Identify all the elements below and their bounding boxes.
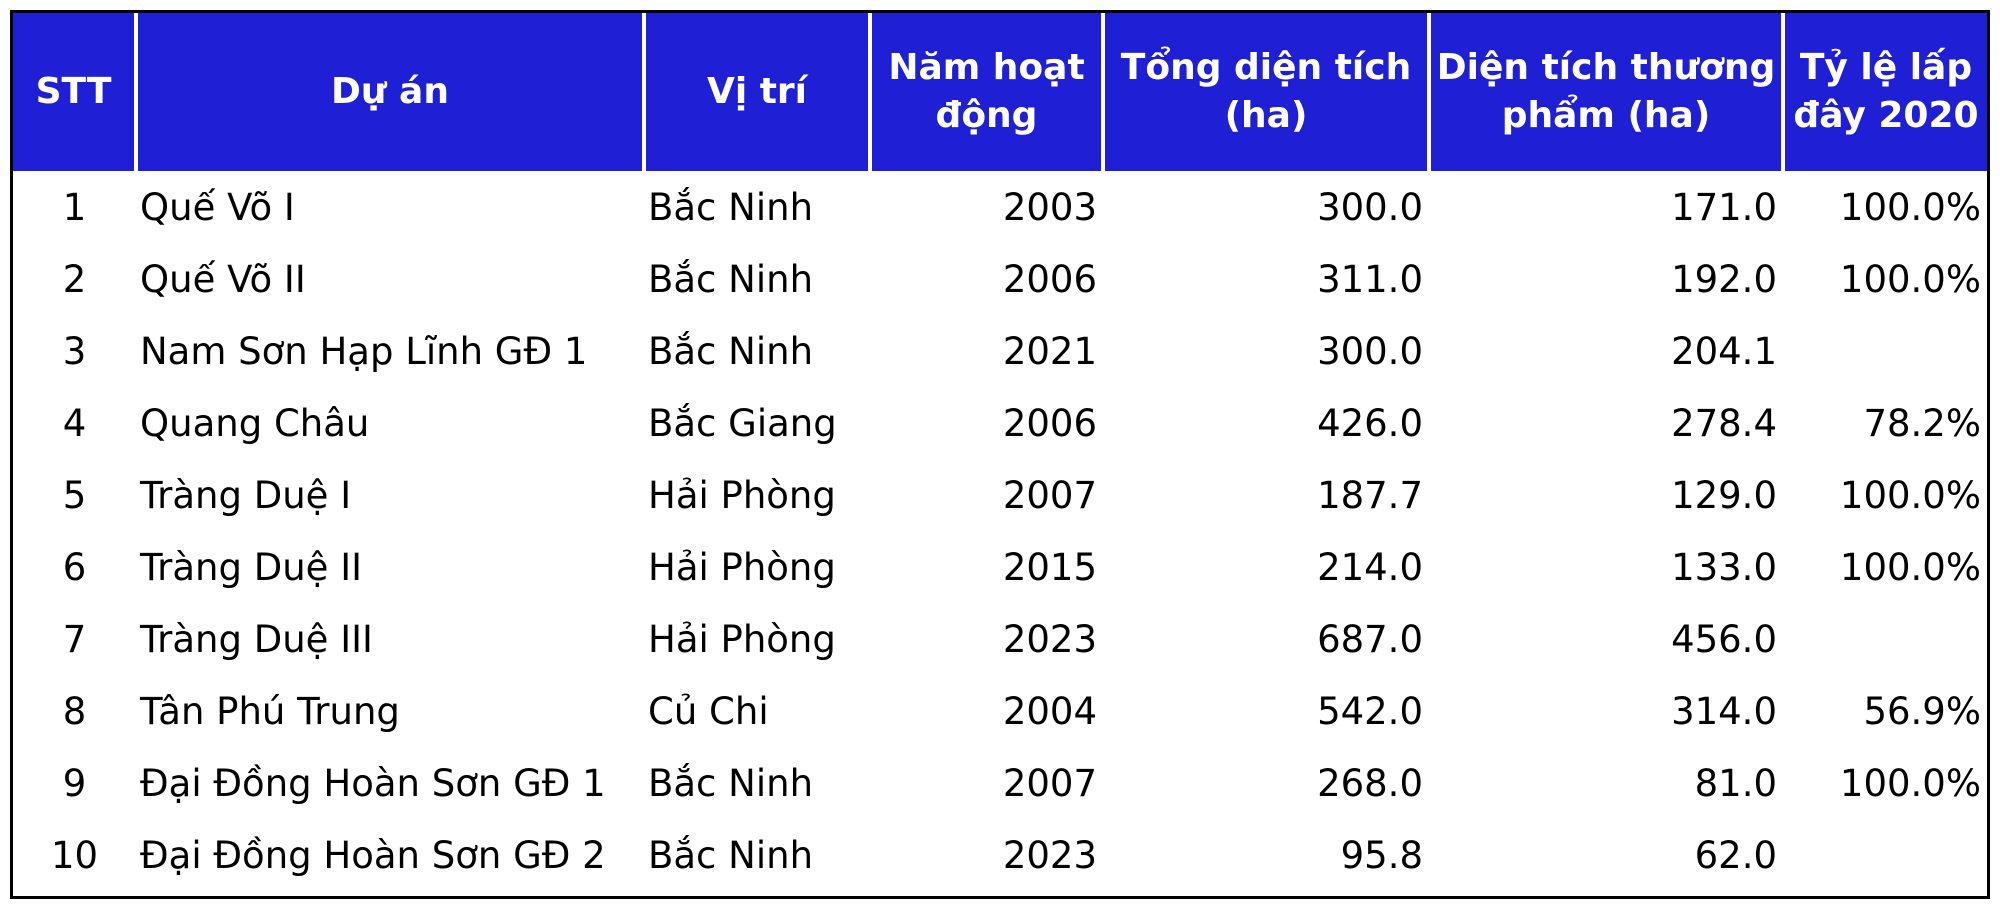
table-row: 1 Quế Võ I Bắc Ninh 2003 300.0 171.0 100.0%: [13, 171, 1987, 243]
table-cell: 542.0: [1317, 689, 1423, 733]
table-cell: 81.0: [1694, 761, 1777, 805]
table-cell: 2006: [1002, 257, 1097, 301]
table-row: 6 Tràng Duệ II Hải Phòng 2015 214.0 133.0 100.…: [13, 531, 1987, 603]
table-cell: 214.0: [1317, 545, 1423, 589]
table-cell: 129.0: [1671, 473, 1777, 517]
table-cell: 133.0: [1671, 545, 1777, 589]
table-cell: Quế Võ II: [140, 257, 306, 301]
table-cell: 171.0: [1671, 185, 1777, 229]
table-cell: 2021: [1002, 329, 1097, 373]
table-row: 10 Đại Đồng Hoàn Sơn GĐ 2 Bắc Ninh 2023 95.8…: [13, 819, 1987, 891]
table-cell: 278.4: [1671, 401, 1777, 445]
table-cell: 456.0: [1671, 617, 1777, 661]
table-row: 5 Tràng Duệ I Hải Phòng 2007 187.7 129.0 100.0…: [13, 459, 1987, 531]
table-cell: Quang Châu: [140, 401, 370, 445]
table-cell: 268.0: [1317, 761, 1423, 805]
table-cell: [1783, 603, 1987, 675]
table-cell: 2007: [1002, 473, 1097, 517]
table-row: 9 Đại Đồng Hoàn Sơn GĐ 1 Bắc Ninh 2007 268.0…: [13, 747, 1987, 819]
table-cell: Hải Phòng: [648, 473, 836, 517]
table-cell: Bắc Giang: [648, 401, 837, 445]
header-cell: Năm hoạt động: [868, 13, 1103, 171]
table-cell: Đại Đồng Hoàn Sơn GĐ 2: [140, 833, 606, 877]
table-cell: [1783, 819, 1987, 891]
table-cell: 3: [62, 329, 87, 373]
header-cell: STT: [13, 13, 136, 171]
table-cell: 9: [62, 761, 87, 805]
table-cell: 100.0%: [1839, 761, 1981, 805]
table-cell: 2006: [1002, 401, 1097, 445]
table-cell: 300.0: [1317, 185, 1423, 229]
table-cell: 78.2%: [1863, 401, 1981, 445]
table-cell: 95.8: [1340, 833, 1423, 877]
table-cell: [1783, 315, 1987, 387]
header-cell: Vị trí: [642, 13, 870, 171]
table-cell: Hải Phòng: [648, 545, 836, 589]
table-cell: 1: [62, 185, 87, 229]
table-cell: 6: [62, 545, 87, 589]
table-row: 8 Tân Phú Trung Củ Chi 2004 542.0 314.0 56.9%: [13, 675, 1987, 747]
table-cell: 62.0: [1694, 833, 1777, 877]
table-cell: 687.0: [1317, 617, 1423, 661]
table-cell: 192.0: [1671, 257, 1777, 301]
table-cell: 2: [62, 257, 87, 301]
table-frame: STT Dự án Vị trí Năm hoạt động Tổng diện tíc…: [10, 10, 1990, 899]
header-cell: Tỷ lệ lấp đây 2020: [1781, 13, 1987, 171]
table-cell: 311.0: [1317, 257, 1423, 301]
header-cell: Diện tích thương phẩm (ha): [1427, 13, 1783, 171]
table-cell: 300.0: [1317, 329, 1423, 373]
table-cell: Bắc Ninh: [648, 185, 814, 229]
table-row: 2 Quế Võ II Bắc Ninh 2006 311.0 192.0 100.0%: [13, 243, 1987, 315]
table-cell: Bắc Ninh: [648, 329, 814, 373]
table-cell: 204.1: [1671, 329, 1777, 373]
table-cell: 5: [62, 473, 87, 517]
table-cell: 56.9%: [1863, 689, 1981, 733]
table-cell: Tràng Duệ III: [140, 617, 373, 661]
table-cell: Tràng Duệ I: [140, 473, 352, 517]
table-cell: 2023: [1002, 833, 1097, 877]
table-cell: Đại Đồng Hoàn Sơn GĐ 1: [140, 761, 606, 805]
table-cell: 100.0%: [1839, 545, 1981, 589]
table-cell: 7: [62, 617, 87, 661]
table-cell: Quế Võ I: [140, 185, 295, 229]
table-cell: Củ Chi: [648, 689, 769, 733]
table-row: 3 Nam Sơn Hạp Lĩnh GĐ 1 Bắc Ninh 2021 300.0 2…: [13, 315, 1987, 387]
table-cell: Hải Phòng: [648, 617, 836, 661]
table-cell: 2007: [1002, 761, 1097, 805]
table-cell: 4: [62, 401, 87, 445]
table-cell: 8: [62, 689, 87, 733]
header-cell: Dự án: [134, 13, 644, 171]
table-cell: 100.0%: [1839, 185, 1981, 229]
header-row: STT Dự án Vị trí Năm hoạt động Tổng diện tíc…: [13, 13, 1987, 171]
table-cell: 100.0%: [1839, 473, 1981, 517]
header-cell: Tổng diện tích (ha): [1101, 13, 1429, 171]
table-cell: 314.0: [1671, 689, 1777, 733]
table-cell: 187.7: [1317, 473, 1423, 517]
table-cell: 2004: [1002, 689, 1097, 733]
table-cell: Nam Sơn Hạp Lĩnh GĐ 1: [140, 329, 588, 373]
table-cell: 10: [50, 833, 99, 877]
table-cell: Bắc Ninh: [648, 761, 814, 805]
table-cell: Tân Phú Trung: [140, 689, 400, 733]
table-body: 1 Quế Võ I Bắc Ninh 2003 300.0 171.0 100.0% 2 Qu…: [13, 171, 1987, 891]
table-row: 7 Tràng Duệ III Hải Phòng 2023 687.0 456.0: [13, 603, 1987, 675]
table-cell: 426.0: [1317, 401, 1423, 445]
table-cell: 2015: [1002, 545, 1097, 589]
data-table: STT Dự án Vị trí Năm hoạt động Tổng diện tíc…: [13, 13, 1987, 891]
table-row: 4 Quang Châu Bắc Giang 2006 426.0 278.4 78.2%: [13, 387, 1987, 459]
table-cell: Bắc Ninh: [648, 833, 814, 877]
table-cell: Tràng Duệ II: [140, 545, 363, 589]
table-cell: 100.0%: [1839, 257, 1981, 301]
table-cell: Bắc Ninh: [648, 257, 814, 301]
table-cell: 2023: [1002, 617, 1097, 661]
table-cell: 2003: [1002, 185, 1097, 229]
